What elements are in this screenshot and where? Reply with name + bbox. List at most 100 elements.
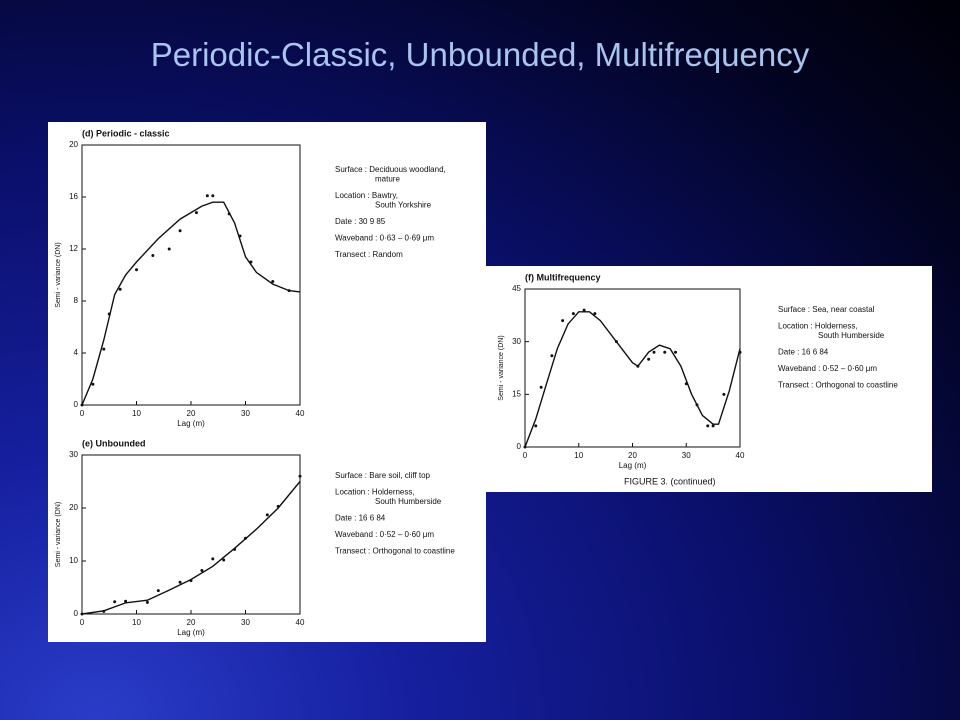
y-axis-label: Semi - variance (DN) [55,502,62,567]
data-point [534,424,538,428]
x-tick-label: 20 [628,451,637,460]
data-point [80,612,84,616]
data-point [178,229,182,233]
y-tick-label: 30 [69,450,78,459]
data-point [539,385,543,389]
data-point [107,312,111,316]
data-point [523,445,527,449]
slide-title: Periodic-Classic, Unbounded, Multifreque… [150,36,810,73]
x-tick-label: 40 [736,451,745,460]
data-point [145,600,149,604]
x-tick-label: 0 [80,409,85,418]
y-tick-label: 0 [517,442,522,451]
data-point [249,260,253,264]
data-point [151,254,155,257]
x-tick-label: 30 [682,451,691,460]
note-line: Transect : Orthogonal to coastline [778,381,898,390]
y-tick-label: 30 [512,337,521,346]
data-point [233,547,237,551]
data-point [118,287,122,291]
note-line: mature [375,175,400,184]
data-point [178,580,182,584]
data-point [711,424,715,428]
data-point [652,350,656,354]
note-line: Location : Holderness, [778,322,858,331]
figure-caption: FIGURE 3. (continued) [624,476,716,486]
figure-panel [486,266,932,492]
data-point [211,194,215,198]
note-line: Date : 16 6 84 [778,348,829,357]
y-tick-label: 45 [512,284,521,293]
data-point [156,589,160,593]
data-point [265,513,269,517]
panel-title: (f) Multifrequency [525,272,601,282]
note-line: Surface : Deciduous woodland, [335,165,446,174]
data-point [674,350,677,354]
note-line: Waveband : 0·52 – 0·60 μm [335,530,434,539]
y-tick-label: 12 [69,244,78,253]
data-point [91,382,95,386]
y-tick-label: 15 [512,389,521,398]
note-line: Location : Holderness, [335,488,415,497]
data-point [238,234,242,238]
data-point [189,579,193,583]
data-point [593,312,597,316]
data-point [738,350,742,354]
x-tick-label: 30 [241,618,250,627]
data-point [695,403,699,407]
data-point [211,557,215,561]
data-point [167,247,171,251]
data-point [636,364,640,368]
data-point [200,569,204,573]
y-tick-label: 4 [74,348,79,357]
figure-panel [48,122,486,642]
data-point [614,340,618,344]
note-line: Transect : Random [335,250,403,259]
y-tick-label: 0 [74,400,79,409]
note-line: Transect : Orthogonal to coastline [335,547,455,556]
x-tick-label: 0 [523,451,528,460]
data-point [113,600,117,604]
panel-title: (e) Unbounded [82,438,146,448]
y-tick-label: 20 [69,503,78,512]
x-tick-label: 20 [187,618,196,627]
note-line: Date : 30 9 85 [335,217,386,226]
data-point [205,194,209,198]
note-line: Date : 16 6 84 [335,514,386,523]
note-line: Surface : Sea, near coastal [778,305,875,314]
note-line: Location : Bawtry, [335,191,398,200]
data-point [706,424,710,428]
note-line: South Humberside [818,331,885,340]
x-tick-label: 40 [296,618,305,627]
note-line: Waveband : 0·52 – 0·60 μm [778,364,877,373]
y-tick-label: 16 [69,192,78,201]
data-point [550,354,554,358]
x-tick-label: 10 [574,451,583,460]
x-axis-label: Lag (m) [177,628,205,637]
data-point [80,403,84,407]
data-point [124,599,128,603]
note-line: Surface : Bare soil, cliff top [335,471,431,480]
fit-curve [81,201,301,406]
data-point [287,289,291,293]
x-tick-label: 30 [241,409,250,418]
y-tick-label: 0 [74,609,79,618]
x-tick-label: 20 [187,409,196,418]
y-tick-label: 10 [69,556,78,565]
x-axis-label: Lag (m) [619,461,647,470]
data-point [722,392,726,396]
data-point [647,357,651,361]
note-line: South Humberside [375,497,442,506]
data-point [571,312,575,316]
data-point [684,382,688,386]
y-axis-label: Semi - variance (DN) [55,242,62,307]
data-point [298,474,302,478]
note-line: South Yorkshire [375,201,432,210]
y-axis-label: Semi - variance (DN) [498,335,505,400]
x-tick-label: 10 [132,618,141,627]
data-point [244,536,247,540]
data-point [135,268,138,272]
x-tick-label: 0 [80,618,85,627]
